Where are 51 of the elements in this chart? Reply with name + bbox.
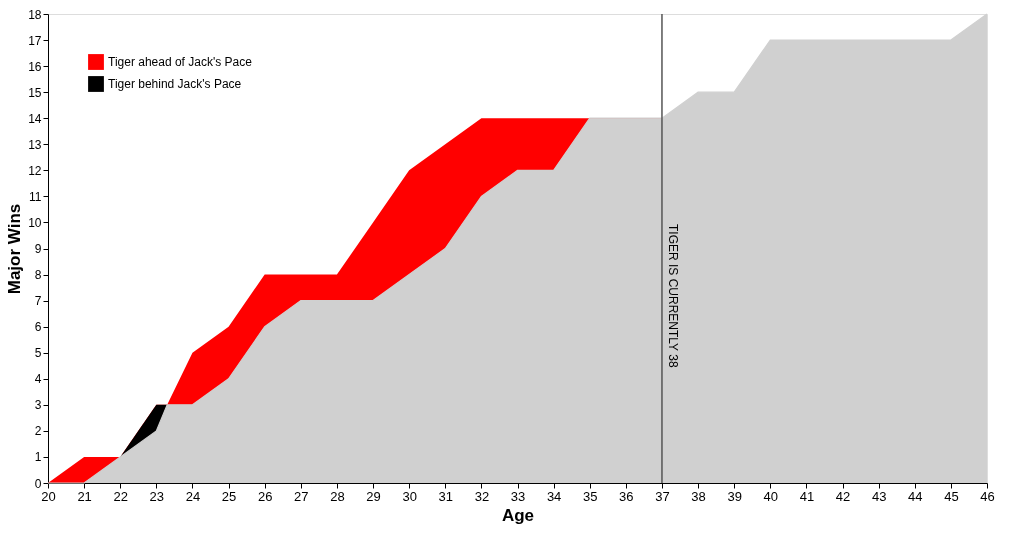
y-tick-label: 16	[28, 59, 42, 74]
y-axis-title: Major Wins	[5, 203, 25, 295]
x-tick-label: 21	[77, 488, 92, 504]
x-tick-label: 34	[546, 488, 562, 504]
x-tick-label: 29	[366, 488, 381, 504]
x-tick-label: 24	[185, 488, 201, 504]
x-tick-label: 26	[257, 488, 273, 504]
x-tick-label: 27	[294, 488, 309, 504]
x-tick-label: 41	[799, 488, 815, 504]
y-tick-label: 14	[28, 111, 42, 126]
ref-line-label: TIGER IS CURRENTLY 38	[665, 224, 680, 368]
y-tick-label: 17	[28, 33, 42, 48]
y-tick-label: 7	[34, 294, 42, 309]
x-tick-label: 23	[149, 488, 165, 504]
x-tick-label: 33	[510, 488, 526, 504]
x-tick-label: 20	[41, 488, 56, 504]
y-tick-label: 6	[34, 320, 42, 335]
y-tick-label: 15	[28, 85, 42, 100]
y-tick-label: 9	[34, 242, 42, 256]
x-tick-label: 40	[763, 488, 779, 504]
x-tick-label: 45	[944, 488, 959, 504]
y-tick-label: 8	[34, 268, 42, 283]
y-tick-label: 0	[34, 476, 42, 491]
x-axis-title: Age	[501, 505, 535, 525]
legend-label: Tiger ahead of Jack's Pace	[108, 55, 253, 69]
y-tick-label: 11	[29, 189, 42, 204]
y-tick-label: 2	[34, 424, 42, 439]
y-tick-label: 5	[34, 346, 42, 361]
x-tick-label: 42	[835, 488, 851, 504]
x-tick-label: 28	[330, 488, 345, 504]
x-tick-label: 39	[727, 488, 742, 504]
x-tick-label: 35	[583, 488, 598, 504]
x-tick-label: 36	[619, 488, 634, 504]
x-tick-label: 37	[655, 488, 670, 504]
y-tick-label: 13	[28, 137, 42, 152]
x-tick-label: 38	[691, 488, 706, 504]
y-tick-label: 1	[34, 450, 42, 465]
x-tick-label: 22	[113, 488, 128, 504]
y-tick-label: 3	[34, 398, 42, 413]
y-tick-label: 18	[28, 7, 42, 22]
x-tick-label: 25	[221, 488, 237, 504]
x-tick-label: 46	[980, 488, 995, 504]
x-tick-label: 30	[402, 488, 417, 504]
y-tick-label: 10	[28, 215, 42, 230]
x-tick-label: 44	[908, 488, 923, 504]
legend-label: Tiger behind Jack's Pace	[108, 77, 242, 91]
x-tick-label: 31	[438, 488, 453, 504]
y-tick-label: 4	[34, 372, 42, 387]
y-tick-label: 12	[28, 163, 42, 178]
x-tick-label: 43	[871, 488, 887, 504]
x-tick-label: 32	[474, 488, 490, 504]
